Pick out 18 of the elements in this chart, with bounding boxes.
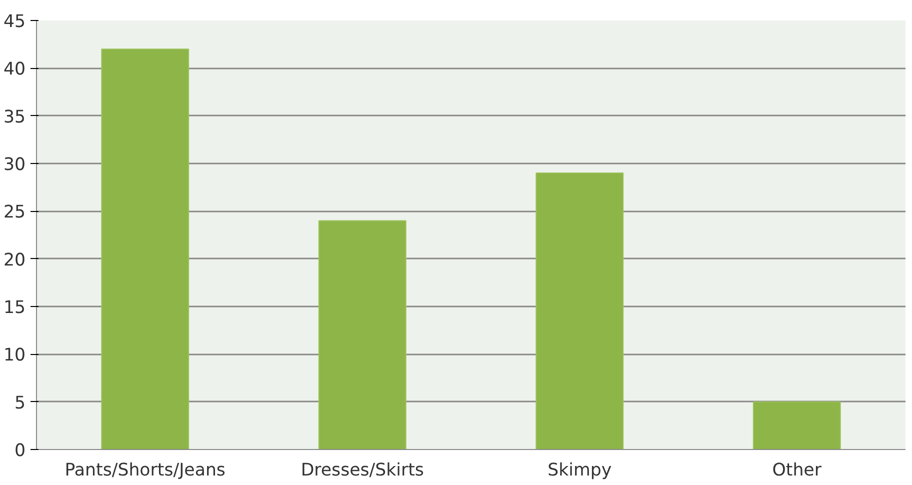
y-tick-label: 10 bbox=[3, 346, 26, 366]
bar bbox=[101, 48, 190, 450]
x-tick-label: Dresses/Skirts bbox=[300, 460, 424, 480]
bar bbox=[752, 401, 841, 450]
y-tick-label: 15 bbox=[3, 298, 26, 318]
x-tick-label: Skimpy bbox=[548, 460, 612, 480]
y-tick-label: 35 bbox=[3, 107, 26, 128]
x-tick-label: Pants/Shorts/Jeans bbox=[64, 460, 226, 480]
y-tick-label: 20 bbox=[3, 250, 26, 270]
y-tick-label: 25 bbox=[3, 202, 26, 223]
x-tick-label: Other bbox=[772, 460, 822, 480]
bar bbox=[318, 220, 406, 450]
y-tick-label: 40 bbox=[3, 60, 26, 80]
y-tick-label: 30 bbox=[3, 155, 26, 175]
y-tick-label: 5 bbox=[14, 393, 26, 414]
y-tick-label: 45 bbox=[3, 12, 26, 32]
y-tick-label: 0 bbox=[14, 441, 26, 461]
bar bbox=[536, 172, 624, 450]
